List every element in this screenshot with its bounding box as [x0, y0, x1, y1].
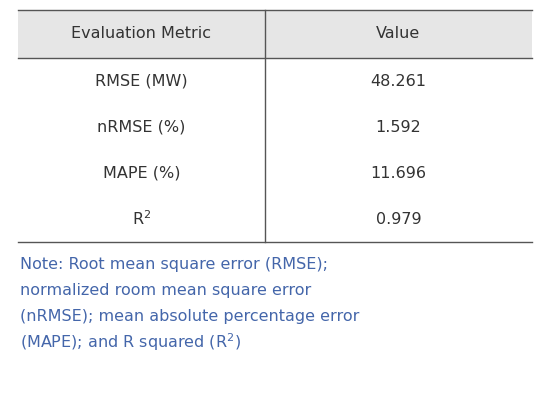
Text: 11.696: 11.696 [370, 166, 426, 181]
Text: Note: Root mean square error (RMSE);: Note: Root mean square error (RMSE); [20, 256, 328, 272]
Text: 48.261: 48.261 [370, 73, 426, 89]
Bar [18, 10, 532, 58]
Text: 0.979: 0.979 [376, 212, 421, 226]
Text: MAPE (%): MAPE (%) [103, 166, 180, 181]
Text: (nRMSE); mean absolute percentage error: (nRMSE); mean absolute percentage error [20, 309, 359, 324]
Text: 1.592: 1.592 [376, 120, 421, 135]
Text: normalized room mean square error: normalized room mean square error [20, 283, 311, 297]
Text: Value: Value [376, 27, 421, 42]
Text: Evaluation Metric: Evaluation Metric [72, 27, 211, 42]
Text: nRMSE (%): nRMSE (%) [97, 120, 185, 135]
Text: RMSE (MW): RMSE (MW) [95, 73, 188, 89]
Text: (MAPE); and R squared (R$^2$): (MAPE); and R squared (R$^2$) [20, 331, 241, 353]
Text: R$^2$: R$^2$ [132, 210, 151, 229]
